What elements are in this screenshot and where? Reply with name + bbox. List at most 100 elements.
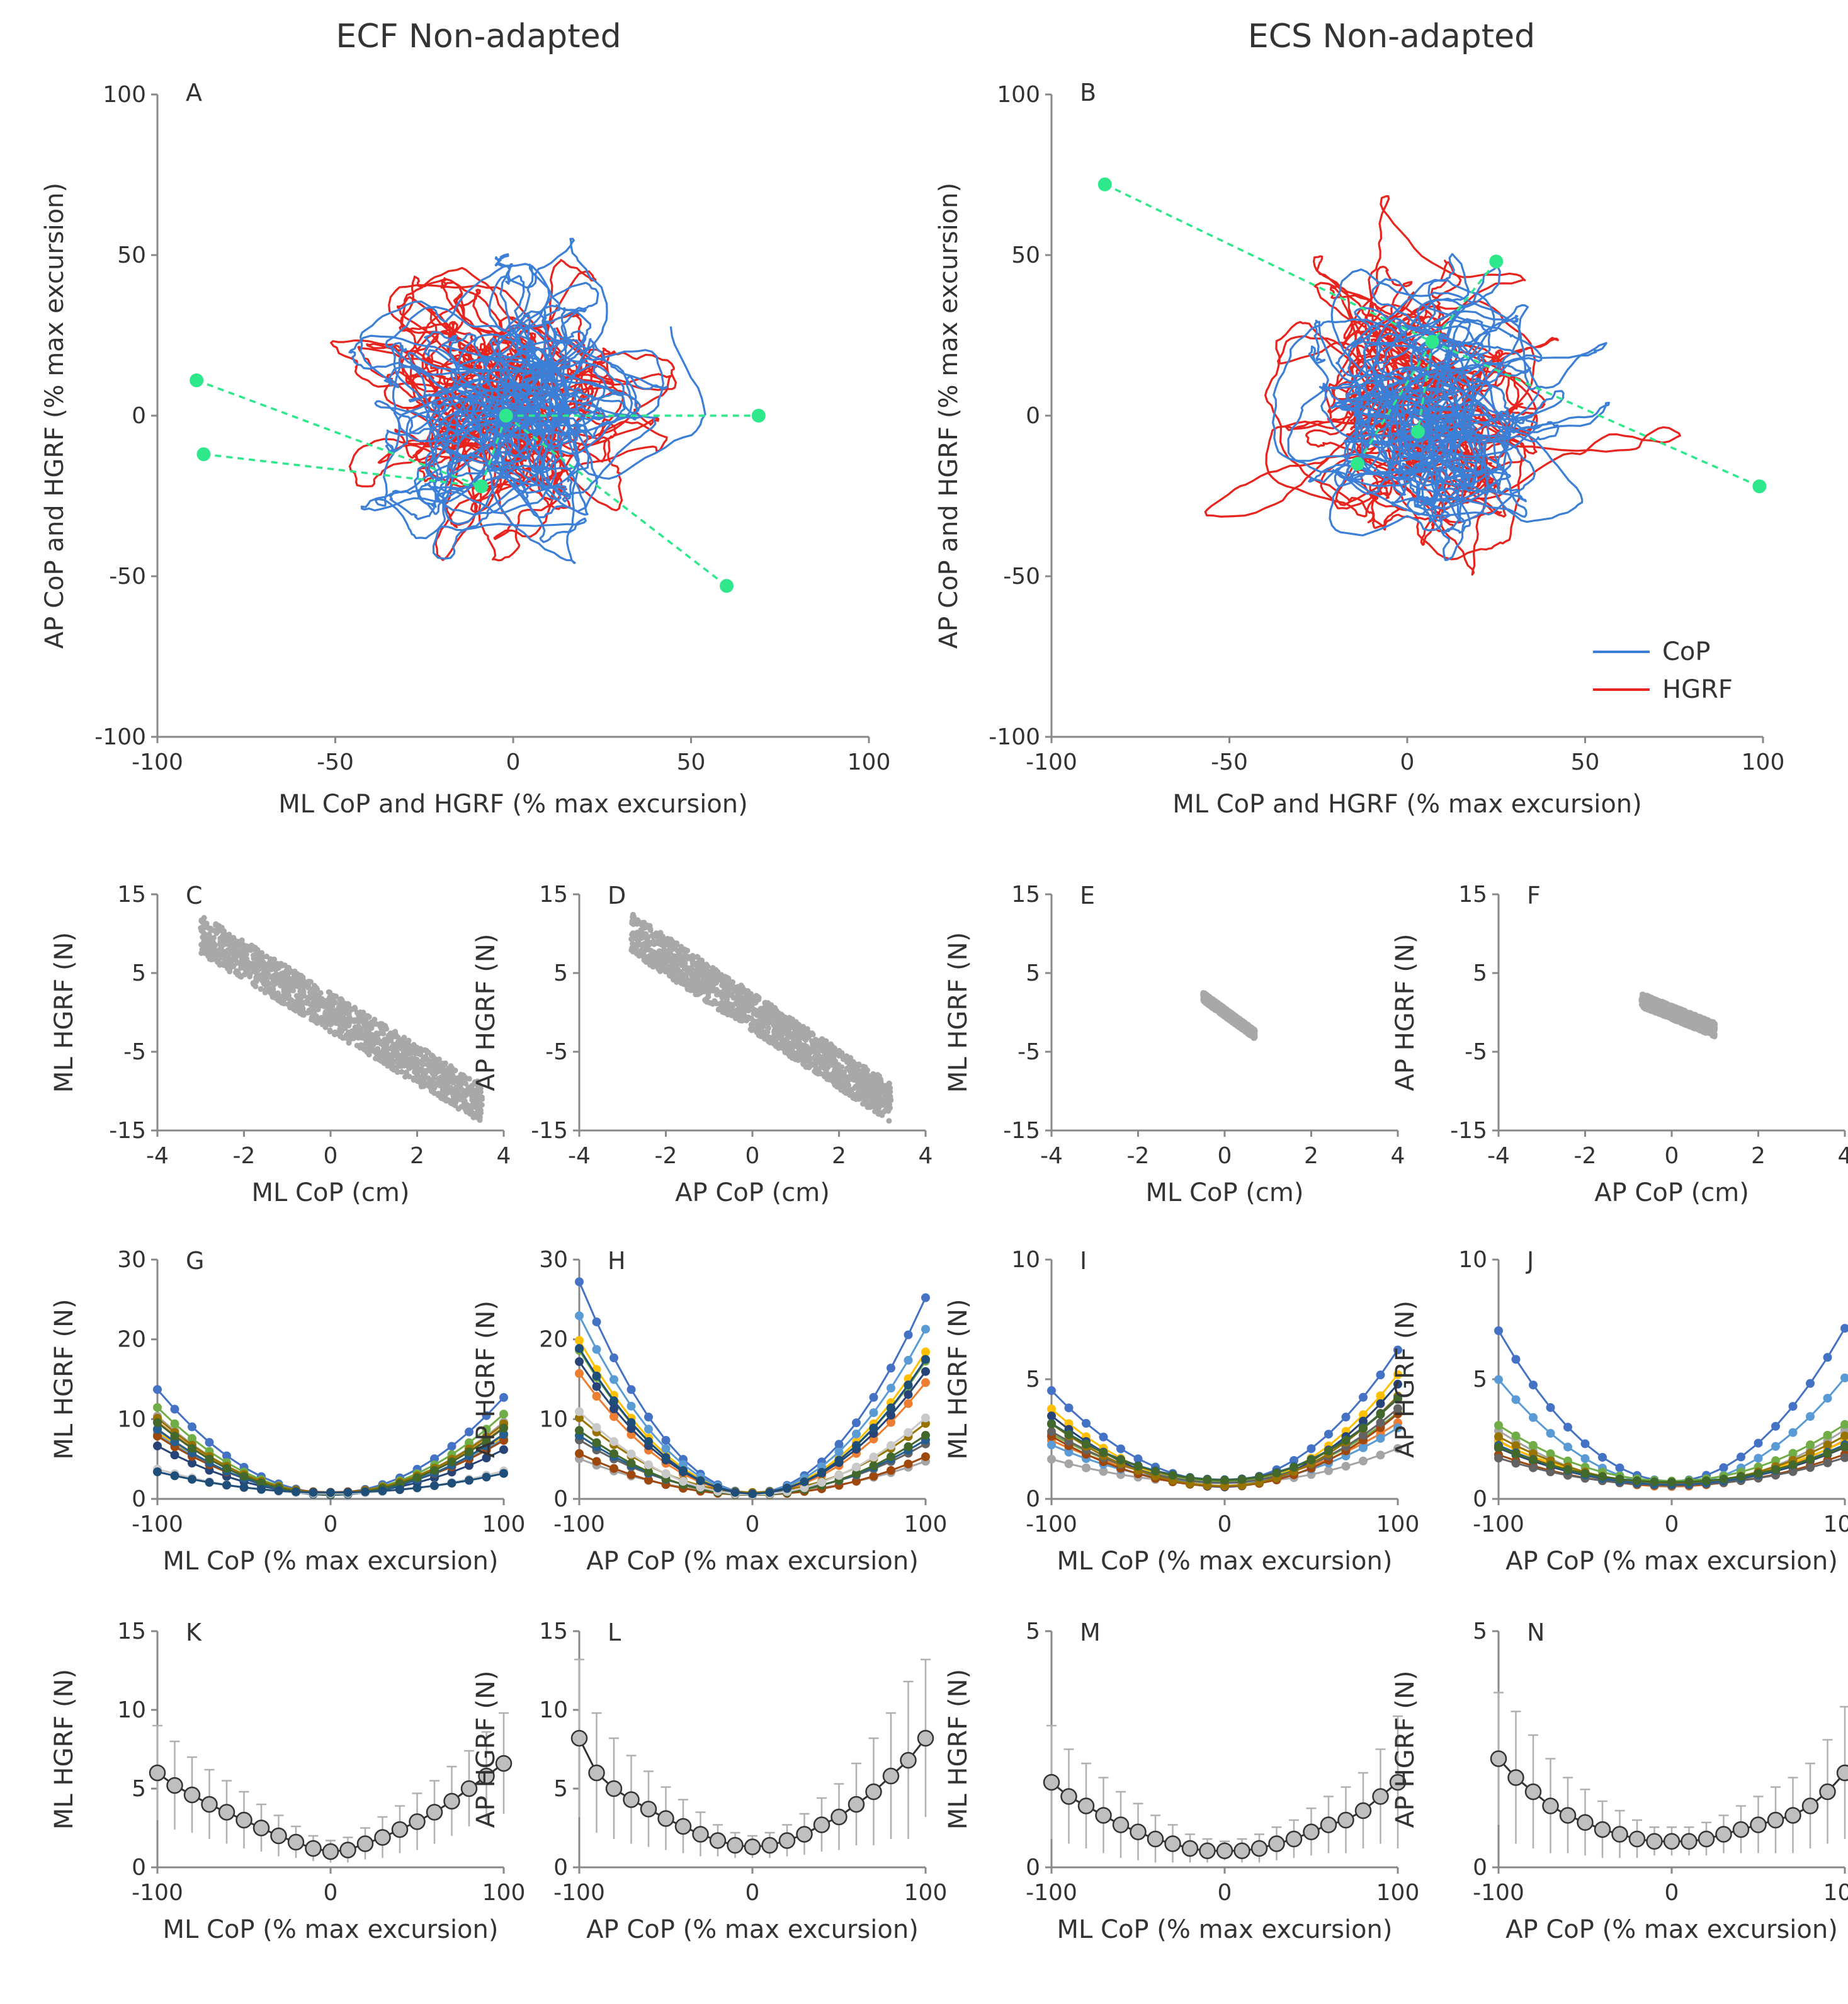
scatter-point bbox=[651, 941, 657, 947]
scatter-point bbox=[281, 986, 287, 993]
x-axis-label: ML CoP (cm) bbox=[252, 1178, 410, 1207]
scatter-point bbox=[331, 997, 337, 1003]
scatter-point bbox=[802, 1044, 808, 1050]
scatter-point bbox=[471, 1112, 477, 1118]
scatter-point bbox=[756, 994, 762, 1001]
panel-letter: A bbox=[186, 79, 202, 106]
scatter-point bbox=[359, 1033, 365, 1039]
scatter-point bbox=[807, 1056, 813, 1062]
scatter-point bbox=[258, 986, 264, 992]
scatter-point bbox=[808, 1045, 815, 1052]
y-axis-label: AP CoP and HGRF (% max excursion) bbox=[40, 183, 69, 649]
marker-link bbox=[1431, 261, 1497, 343]
x-axis-label: ML CoP (cm) bbox=[1146, 1178, 1304, 1207]
scatter-point bbox=[450, 1101, 456, 1107]
scatter-point bbox=[636, 953, 642, 959]
scatter-point bbox=[886, 1118, 892, 1124]
marker-link bbox=[1104, 183, 1433, 343]
scatter-point bbox=[339, 1001, 345, 1007]
scatter-point bbox=[278, 972, 285, 978]
scatter-point bbox=[674, 954, 680, 960]
scatter-point bbox=[663, 960, 669, 967]
y-axis-label: AP HGRF (N) bbox=[1391, 934, 1420, 1091]
scatter-point bbox=[630, 930, 636, 937]
y-axis-label: ML HGRF (N) bbox=[50, 932, 79, 1093]
scatter-point bbox=[696, 970, 702, 976]
scatter-point bbox=[696, 960, 702, 967]
scatter-point bbox=[463, 1092, 469, 1098]
scatter-point bbox=[635, 917, 641, 923]
scatter-point bbox=[438, 1066, 444, 1073]
x-axis-label: AP CoP (cm) bbox=[1594, 1178, 1749, 1207]
scatter-point bbox=[1249, 1032, 1256, 1039]
marker-point bbox=[1410, 424, 1425, 439]
scatter-point bbox=[813, 1039, 819, 1045]
title-right: ECS Non-adapted bbox=[1248, 18, 1535, 55]
scatter-point bbox=[691, 977, 698, 983]
scatter-point bbox=[312, 991, 319, 998]
trajectory-lines bbox=[1204, 195, 1681, 576]
scatter-point bbox=[380, 1047, 387, 1053]
scatter-point bbox=[630, 914, 636, 920]
x-tick-label: 4 bbox=[919, 1143, 933, 1169]
scatter-point bbox=[281, 981, 287, 988]
scatter-point bbox=[378, 1021, 385, 1027]
marker-link bbox=[1431, 341, 1760, 487]
scatter-point bbox=[823, 1038, 829, 1044]
scatter-point bbox=[235, 938, 241, 945]
y-tick-label: 0 bbox=[132, 403, 146, 429]
x-tick-label: -50 bbox=[1211, 749, 1248, 775]
scatter-point bbox=[887, 1105, 893, 1111]
scatter-point bbox=[802, 1052, 808, 1058]
scatter-point bbox=[373, 1050, 380, 1057]
scatter-point bbox=[649, 932, 655, 938]
scatter-point bbox=[404, 1055, 410, 1061]
scatter-point bbox=[689, 969, 696, 976]
scatter-point bbox=[694, 954, 701, 960]
scatter-point bbox=[354, 1042, 360, 1049]
scatter-point bbox=[1206, 1001, 1213, 1007]
scatter-point bbox=[790, 1049, 796, 1055]
scatter-point bbox=[259, 950, 265, 956]
scatter-point bbox=[323, 1022, 329, 1028]
scatter-point bbox=[671, 964, 677, 971]
scatter-point bbox=[225, 952, 232, 958]
scatter-point bbox=[739, 995, 745, 1001]
scatter-point bbox=[1201, 998, 1207, 1004]
scatter-point bbox=[810, 1032, 816, 1038]
scatter-point bbox=[418, 1083, 424, 1090]
scatter-point bbox=[403, 1069, 409, 1076]
scatter-point bbox=[728, 1001, 734, 1008]
y-tick-label: -15 bbox=[1450, 1118, 1487, 1144]
scatter-point bbox=[803, 1064, 809, 1070]
scatter-point bbox=[776, 1011, 783, 1017]
y-tick-label: -5 bbox=[1465, 1039, 1487, 1065]
scatter-point bbox=[717, 1001, 723, 1007]
scatter-point bbox=[782, 1030, 788, 1037]
scatter-point bbox=[300, 988, 306, 994]
y-tick-label: 15 bbox=[539, 882, 568, 908]
scatter-point bbox=[829, 1073, 836, 1079]
scatter-point bbox=[422, 1067, 429, 1074]
scatter-point bbox=[783, 1048, 789, 1054]
scatter-point bbox=[836, 1065, 842, 1071]
scatter-point bbox=[306, 1007, 312, 1013]
scatter-point bbox=[472, 1104, 479, 1110]
scatter-point bbox=[254, 974, 261, 980]
scatter-point bbox=[851, 1085, 858, 1091]
scatter-point bbox=[689, 960, 696, 966]
scatter-point bbox=[455, 1096, 461, 1102]
y-axis-label: ML HGRF (N) bbox=[944, 932, 973, 1093]
scatter-point bbox=[331, 1018, 337, 1024]
x-axis-label: ML CoP and HGRF (% max excursion) bbox=[278, 790, 748, 819]
scatter-point bbox=[276, 977, 283, 984]
marker-link bbox=[1417, 341, 1434, 432]
scatter-point bbox=[644, 936, 650, 942]
marker-link bbox=[196, 379, 482, 487]
scatter-point bbox=[271, 956, 278, 962]
y-tick-label: 100 bbox=[103, 82, 146, 108]
scatter-point bbox=[383, 1026, 390, 1032]
scatter-point bbox=[759, 1022, 766, 1028]
y-tick-label: 5 bbox=[1026, 960, 1040, 986]
